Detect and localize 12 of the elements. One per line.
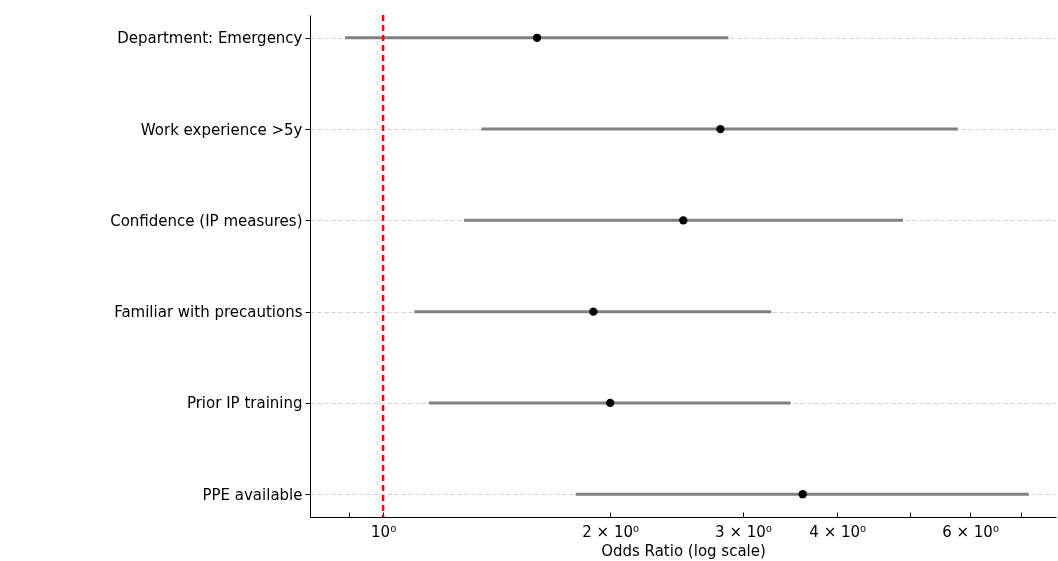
y-tick-label: Department: Emergency <box>117 29 303 48</box>
x-tick-label: 10⁰ <box>371 522 397 541</box>
x-tick-label: 3 × 10⁰ <box>715 522 772 541</box>
y-tick-label: Work experience >5y <box>140 120 303 139</box>
y-tick-label: Prior IP training <box>186 394 303 413</box>
x-axis-title: Odds Ratio (log scale) <box>601 541 766 560</box>
x-tick-label: 4 × 10⁰ <box>809 522 867 541</box>
x-tick-label: 6 × 10⁰ <box>942 522 999 541</box>
y-tick-label: PPE available <box>202 485 303 504</box>
x-tick-label: 2 × 10⁰ <box>582 522 640 541</box>
y-tick-label: Familiar with precautions <box>114 303 303 322</box>
y-tick-label: Confidence (IP measures) <box>110 211 303 230</box>
